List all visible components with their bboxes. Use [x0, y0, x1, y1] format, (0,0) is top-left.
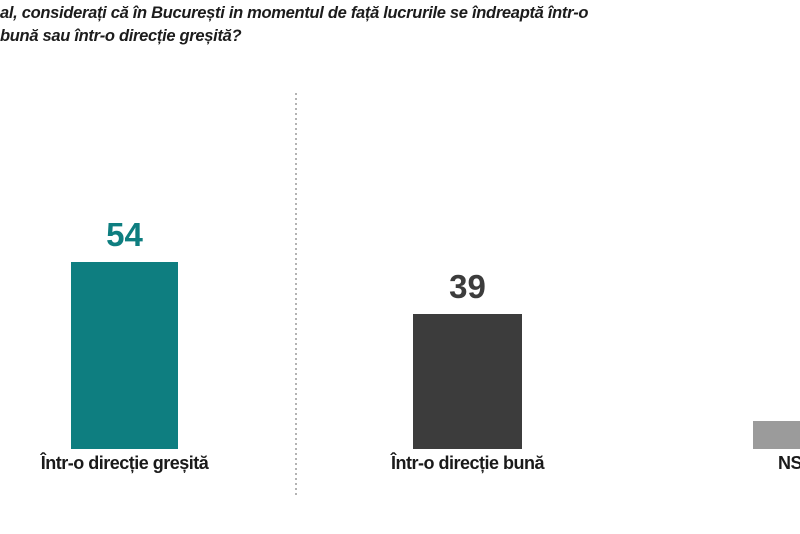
- category-label-good-direction: Într-o direcție bună: [390, 453, 545, 473]
- bar-group-ns: [753, 410, 800, 449]
- bar-group-good-direction: 39: [413, 270, 522, 449]
- chart-question-title: al, considerați că în București in momen…: [0, 2, 588, 48]
- bar-ns: [753, 421, 800, 449]
- bar-value-label: 39: [449, 268, 486, 305]
- category-label-ns: NS: [778, 453, 800, 473]
- bar-value-label: 54: [106, 216, 143, 253]
- dotted-divider-line: [295, 93, 297, 497]
- bar-good-direction: [413, 314, 522, 449]
- bar-wrong-direction: [71, 262, 178, 449]
- bar-group-wrong-direction: 54: [71, 218, 178, 449]
- chart-question-title-line2: bună sau într-o direcție greșită?: [0, 27, 242, 45]
- category-label-wrong-direction: Într-o direcție greșită: [40, 453, 209, 473]
- chart-question-title-line1: al, considerați că în București in momen…: [0, 4, 589, 22]
